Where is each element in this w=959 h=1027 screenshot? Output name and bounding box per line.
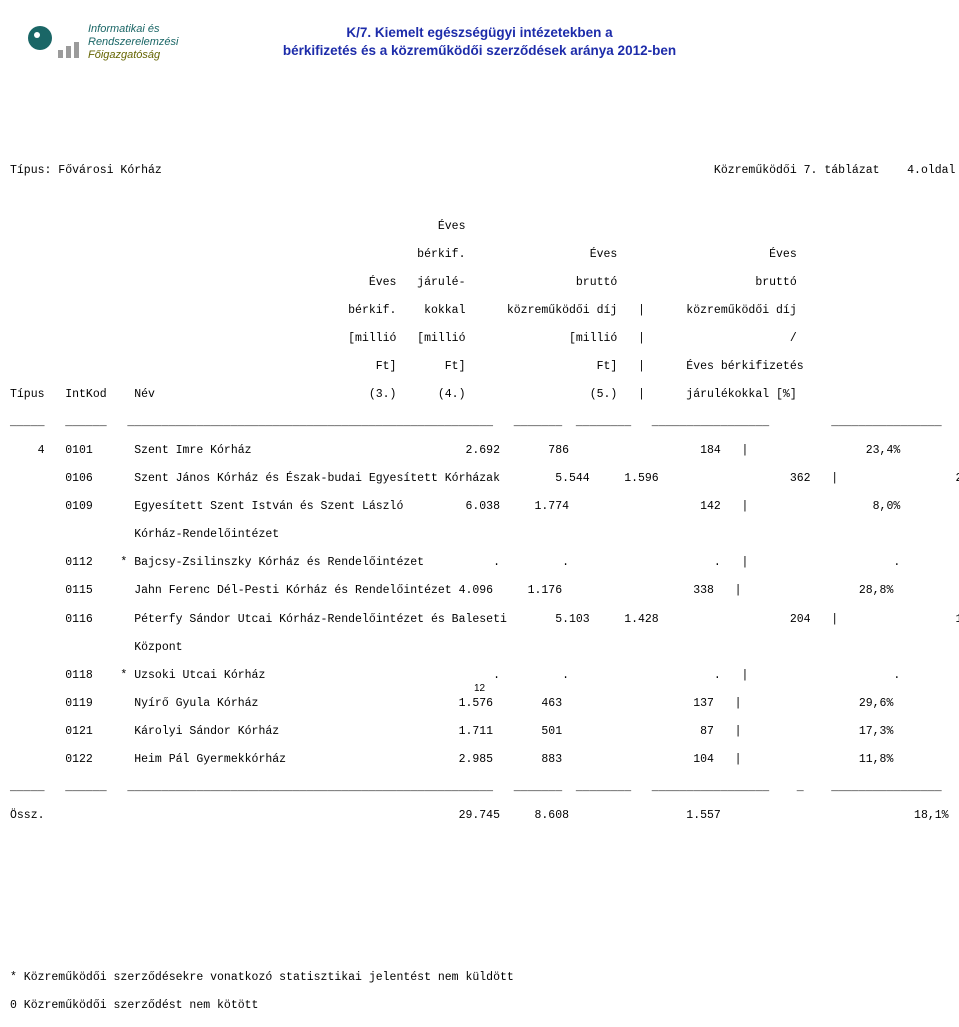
row-9: 0119 Nyírő Gyula Kórház 1.576 463 137 | … <box>10 697 893 710</box>
logo-text-3: Főigazgatóság <box>88 49 161 61</box>
row-8: 0118 * Uzsoki Utcai Kórház . . . | . <box>10 669 900 682</box>
logo: Informatikai és Rendszerelemzési Főigazg… <box>20 20 250 68</box>
col-head-2: bérkif. Éves Éves <box>10 248 797 261</box>
spacer <box>10 837 949 957</box>
page-header: Informatikai és Rendszerelemzési Főigazg… <box>10 20 949 80</box>
top-info-line: Típus: Fővárosi Kórház Közreműködői 7. t… <box>10 164 955 177</box>
logo-text-2: Rendszerelemzési <box>88 36 179 48</box>
row-7: Központ <box>10 641 183 654</box>
col-head-4: bérkif. kokkal közreműködői díj | közrem… <box>10 304 797 317</box>
col-head-6: Ft] Ft] Ft] | Éves bérkifizetés <box>10 360 804 373</box>
row-11: 0122 Heim Pál Gyermekkórház 2.985 883 10… <box>10 753 893 766</box>
footnote-1: * Közreműködői szerződésekre vonatkozó s… <box>10 971 514 984</box>
separator-2: _____ ______ ___________________________… <box>10 781 942 794</box>
row-3: Kórház-Rendelőintézet <box>10 528 279 541</box>
row-5: 0115 Jahn Ferenc Dél-Pesti Kórház és Ren… <box>10 584 893 597</box>
total-row: Össz. 29.745 8.608 1.557 18,1% <box>10 809 949 822</box>
row-0: 4 0101 Szent Imre Kórház 2.692 786 184 |… <box>10 444 900 457</box>
logo-svg: Informatikai és Rendszerelemzési Főigazg… <box>20 20 250 68</box>
col-head-3: Éves járulé- bruttó bruttó <box>10 276 797 289</box>
separator-1: _____ ______ ___________________________… <box>10 416 942 429</box>
row-6: 0116 Péterfy Sándor Utcai Kórház-Rendelő… <box>10 613 959 626</box>
col-head-1: Éves <box>10 220 465 233</box>
row-4: 0112 * Bajcsy-Zsilinszky Kórház és Rende… <box>10 556 900 569</box>
row-10: 0121 Károlyi Sándor Kórház 1.711 501 87 … <box>10 725 893 738</box>
row-2: 0109 Egyesített Szent István és Szent Lá… <box>10 500 900 513</box>
row-1: 0106 Szent János Kórház és Észak-budai E… <box>10 472 959 485</box>
footnotes: * Közreműködői szerződésekre vonatkozó s… <box>10 957 949 1027</box>
title-line-2: bérkifizetés és a közreműködői szerződés… <box>283 43 676 58</box>
page-number: 12 <box>0 683 959 694</box>
col-head-5: [millió [millió [millió | / <box>10 332 797 345</box>
footnote-2: 0 Közreműködői szerződést nem kötött <box>10 999 258 1012</box>
report-body: Típus: Fővárosi Kórház Közreműködői 7. t… <box>10 150 949 837</box>
logo-text-1: Informatikai és <box>88 23 160 35</box>
col-head-7: Típus IntKod Név (3.) (4.) (5.) | járulé… <box>10 388 797 401</box>
title-line-1: K/7. Kiemelt egészségügyi intézetekben a <box>346 25 612 40</box>
